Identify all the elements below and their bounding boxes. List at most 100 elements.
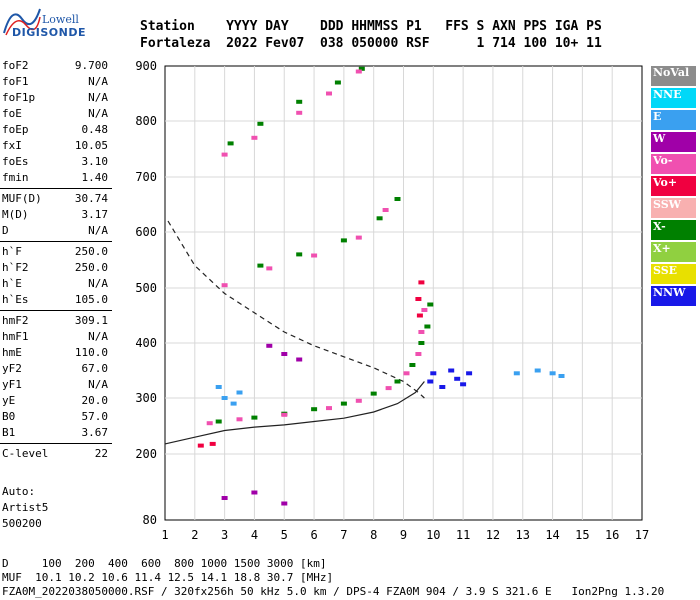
param-value: N/A: [88, 75, 108, 88]
param-key: foE: [2, 107, 22, 120]
digisonde-logo: Lowell DIGISONDE: [2, 3, 85, 39]
param-value: N/A: [88, 277, 108, 290]
data-point-vo: [209, 441, 216, 446]
data-point-x: [227, 141, 234, 146]
param-key: hmE: [2, 346, 22, 359]
x-tick-label: 14: [545, 528, 559, 542]
auto-code: 500200: [2, 517, 42, 530]
y-tick-label: 500: [135, 281, 157, 295]
param-value: N/A: [88, 378, 108, 391]
data-point-nnw: [460, 382, 467, 387]
x-tick-label: 16: [605, 528, 619, 542]
param-key: hmF1: [2, 330, 29, 343]
param-row: MUF(D) 30.74: [0, 191, 112, 207]
x-tick-label: 7: [340, 528, 347, 542]
data-point-e: [558, 374, 565, 378]
data-point-x: [215, 419, 222, 424]
x-tick-label: 3: [221, 528, 228, 542]
param-key: yE: [2, 394, 16, 407]
data-point-vo: [355, 398, 362, 403]
param-row: hmE 110.0: [0, 345, 112, 361]
data-point-x: [296, 252, 303, 257]
param-value: 250.0: [74, 245, 108, 258]
param-key: foEp: [2, 123, 29, 136]
param-row: foF1p N/A: [0, 90, 112, 106]
legend-item-nnw: NNW: [651, 286, 696, 306]
param-value: N/A: [88, 224, 108, 237]
logo-line2: DIGISONDE: [12, 26, 86, 39]
data-point-nnw: [427, 379, 434, 384]
data-point-vo: [311, 253, 318, 258]
param-separator: [0, 443, 112, 444]
param-row: D N/A: [0, 223, 112, 239]
param-key: M(D): [2, 208, 29, 221]
data-point-e: [236, 390, 243, 395]
logo-line1: Lowell: [42, 13, 79, 26]
param-value: 250.0: [74, 261, 108, 274]
data-point-e: [230, 401, 237, 406]
param-row: foF1 N/A: [0, 74, 112, 90]
x-tick-label: 8: [370, 528, 377, 542]
param-value: 30.74: [74, 192, 108, 205]
data-point-vo: [221, 283, 228, 288]
x-tick-label: 6: [310, 528, 317, 542]
param-key: C-level: [2, 447, 49, 460]
data-point-vo: [206, 421, 213, 426]
data-point-vo: [251, 135, 258, 140]
param-value: 3.17: [81, 208, 109, 221]
param-key: MUF(D): [2, 192, 42, 205]
data-point-x: [340, 238, 347, 243]
data-point-vo: [236, 417, 243, 422]
data-point-vo: [296, 110, 303, 115]
param-value: 3.67: [81, 426, 109, 439]
data-point-x: [358, 66, 365, 71]
param-value: N/A: [88, 91, 108, 104]
data-point-x: [340, 401, 347, 406]
data-point-x: [257, 121, 264, 126]
param-key: D: [2, 224, 9, 237]
auto-info: Auto: Artist5 500200: [2, 484, 48, 532]
auto-label: Auto:: [2, 485, 36, 498]
station-header: Station YYYY DAY DDD HHMMSS P1 FFS S AXN…: [140, 18, 602, 52]
param-row: foE N/A: [0, 106, 112, 122]
data-point-w: [251, 490, 258, 495]
data-point-vo: [385, 386, 392, 391]
param-key: foF1: [2, 75, 29, 88]
legend-item-vo: Vo+: [651, 176, 696, 196]
data-point-vo: [416, 313, 423, 318]
param-row: h`F 250.0: [0, 244, 112, 260]
data-point-x: [424, 324, 431, 329]
legend-item-vo: Vo-: [651, 154, 696, 174]
data-point-nnw: [448, 368, 455, 373]
param-key: foEs: [2, 155, 29, 168]
data-point-nnw: [439, 385, 446, 389]
header-labels: Station YYYY DAY DDD HHMMSS P1 FFS S AXN…: [140, 19, 602, 34]
legend-item-x: X+: [651, 242, 696, 262]
data-point-x: [394, 379, 401, 384]
y-tick-label: 600: [135, 225, 157, 239]
data-point-vo: [415, 297, 422, 301]
legend-item-ssw: SSW: [651, 198, 696, 218]
param-row: yE 20.0: [0, 393, 112, 409]
y-tick-label: 200: [135, 447, 157, 461]
data-point-vo: [421, 308, 428, 312]
param-row: fxI 10.05: [0, 138, 112, 154]
param-row: h`F2 250.0: [0, 260, 112, 276]
legend-item-e: E: [651, 110, 696, 130]
param-value: N/A: [88, 107, 108, 120]
footer-muf: MUF 10.1 10.2 10.6 11.4 12.5 14.1 18.8 3…: [2, 571, 334, 584]
param-key: h`F2: [2, 261, 29, 274]
y-tick-label: 80: [143, 513, 157, 527]
data-point-x: [296, 99, 303, 104]
param-key: foF1p: [2, 91, 36, 104]
param-key: h`F: [2, 245, 22, 258]
data-point-x: [394, 197, 401, 201]
profile-curve-dashed: [167, 220, 425, 399]
param-key: hmF2: [2, 314, 29, 327]
y-tick-label: 400: [135, 336, 157, 350]
data-point-w: [281, 501, 288, 506]
x-tick-label: 5: [281, 528, 288, 542]
param-value: 22: [94, 447, 108, 460]
param-row: B1 3.67: [0, 425, 112, 441]
param-separator: [0, 188, 112, 189]
